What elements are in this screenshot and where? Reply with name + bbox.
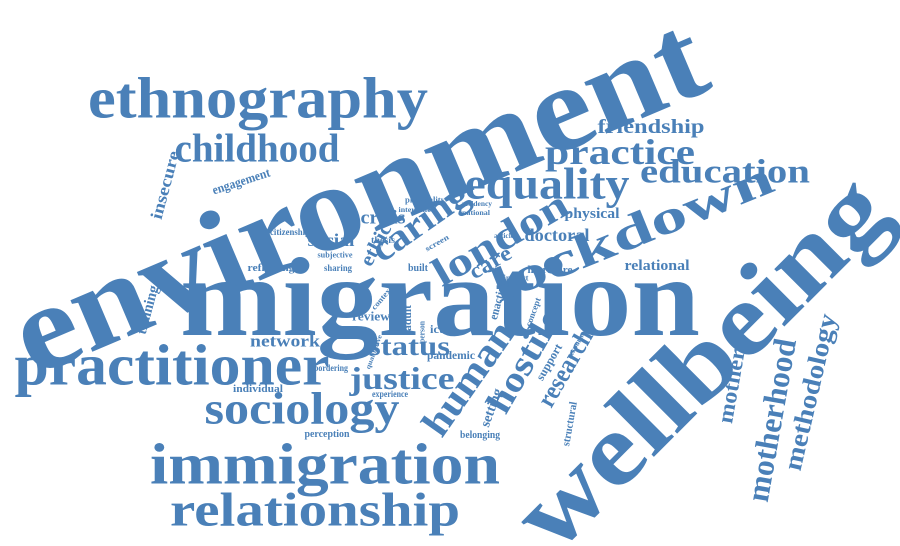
word: relational: [625, 258, 690, 274]
word: national: [462, 209, 490, 217]
word: childhood: [175, 126, 340, 171]
word: relationship: [170, 484, 460, 537]
word: literature: [528, 264, 573, 276]
word: experience: [372, 389, 408, 399]
word: icts: [430, 322, 448, 336]
word: review: [352, 309, 391, 324]
word: reflecting: [248, 262, 296, 274]
word: equality: [465, 160, 630, 209]
word: impact: [504, 274, 529, 283]
word: network: [250, 332, 321, 351]
word: residency: [462, 200, 493, 208]
word: migration: [180, 236, 700, 360]
word: status: [368, 331, 450, 361]
word: practitioner: [15, 333, 330, 398]
word: sharing: [324, 263, 352, 273]
word: practice: [545, 132, 695, 172]
word: crisis: [361, 208, 406, 229]
word: article: [494, 232, 514, 240]
word: subjective: [318, 251, 353, 260]
word: interaction: [399, 206, 436, 214]
word: justice: [348, 360, 454, 396]
word: doctoral: [525, 225, 590, 245]
word: pandemic: [427, 348, 476, 362]
word: sociology: [205, 383, 400, 434]
word: ethnography: [88, 66, 428, 131]
word: social: [308, 230, 355, 250]
word: thesis: [371, 235, 396, 245]
word: bordering: [314, 363, 348, 373]
word: friendship: [598, 116, 705, 138]
word: person: [418, 320, 427, 343]
word: physicality: [405, 196, 445, 205]
word: citizenship: [270, 227, 310, 237]
word: physical: [565, 206, 620, 222]
word: immigration: [150, 432, 500, 497]
word: perception: [305, 428, 350, 440]
word: adult: [402, 305, 414, 331]
word: built: [408, 262, 428, 274]
word: individual: [233, 383, 283, 395]
word: belonging: [460, 429, 500, 441]
word: education: [640, 154, 810, 191]
